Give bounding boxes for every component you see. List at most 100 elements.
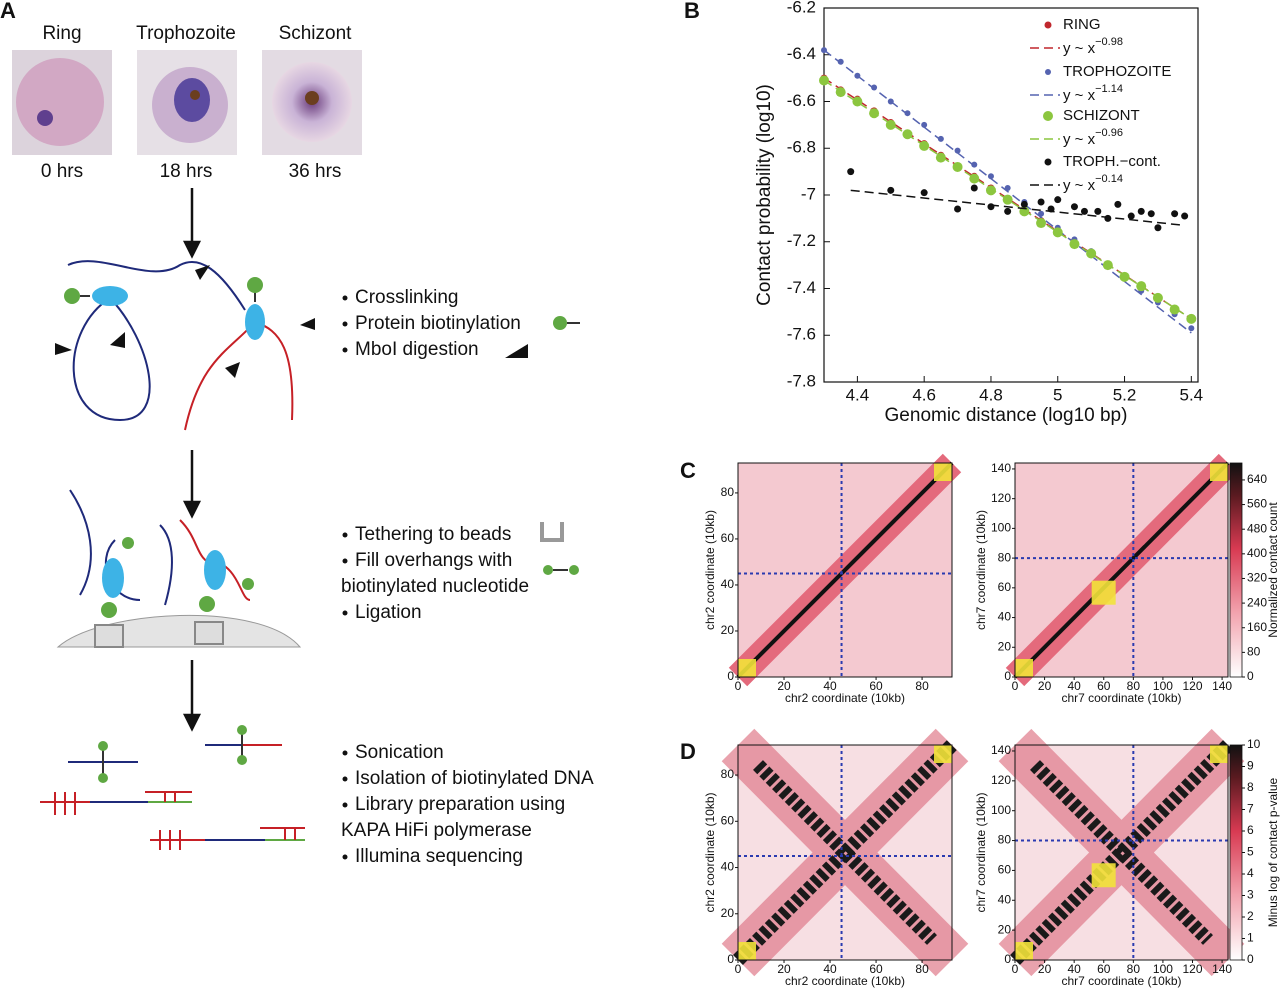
charts: 4.4 4.6 4.8 5 5.2 5.4 -7.8 -7.6 -7.4 -7.2 -7 -6.8 -6… [703, 0, 1280, 988]
colorbar-tick-label: 480 [1247, 521, 1267, 535]
step-text: Sonication [355, 742, 444, 763]
colorbar-tick-label: 7 [1247, 802, 1254, 816]
data-point [920, 189, 928, 197]
x-tick-label: 40 [1067, 679, 1081, 693]
bullet [342, 854, 348, 860]
colorbar-tick-label: 3 [1247, 888, 1254, 902]
data-point [1070, 203, 1078, 211]
x-tick-label: 120 [1182, 679, 1202, 693]
y-tick-label: -7.2 [787, 231, 816, 250]
y-tick-label: 120 [991, 773, 1011, 787]
legend-marker [1045, 69, 1051, 75]
colorbar-tick-label: 2 [1247, 909, 1254, 923]
y-tick-label: 0 [1004, 952, 1011, 966]
step-text: Illumina sequencing [355, 846, 523, 867]
y-tick-label: -6.2 [787, 0, 816, 16]
x-tick-label: 100 [1153, 962, 1173, 976]
data-point [847, 168, 855, 176]
y-tick-label: 60 [721, 531, 735, 545]
y-axis-label: chr2 coordinate (10kb) [703, 792, 717, 912]
bullet [342, 558, 348, 564]
x-tick-label: 40 [823, 962, 837, 976]
data-point [1054, 196, 1062, 204]
bullet [342, 532, 348, 538]
legend-label: TROPH.−cont. [1063, 153, 1161, 170]
x-tick-label: 60 [1097, 679, 1111, 693]
stage-time: 18 hrs [160, 161, 213, 182]
step-text: Library preparation using [355, 794, 565, 815]
x-axis-label: Genomic distance (log10 bp) [885, 405, 1128, 426]
x-tick-label: 80 [1127, 962, 1141, 976]
data-point [921, 121, 928, 128]
legend-fit-label: y ~ x−0.14 [1063, 173, 1123, 194]
plot-frame [737, 744, 953, 961]
legend-marker [1044, 158, 1052, 166]
y-tick-label: 40 [998, 610, 1012, 624]
panel-label: C [680, 458, 696, 483]
colorbar-tick-label: 0 [1247, 669, 1254, 683]
colorbar-label: Minus log of contact p-value [1266, 777, 1280, 927]
x-tick-label: 4.6 [912, 385, 936, 404]
legend-fit-label: y ~ x−0.96 [1063, 127, 1123, 148]
heatmap [998, 728, 1245, 977]
colorbar-tick-label: 240 [1247, 595, 1267, 609]
data-point [887, 186, 895, 194]
colorbar [1229, 462, 1243, 678]
y-tick-label: -7.8 [787, 371, 816, 390]
legend-marker [1043, 111, 1053, 121]
data-point [954, 147, 961, 154]
x-tick-label: 5.4 [1180, 385, 1204, 404]
heatmap [1005, 453, 1238, 687]
y-tick-label: 80 [721, 485, 735, 499]
x-tick-label: 60 [869, 679, 883, 693]
legend-fit-label: y ~ x−1.14 [1063, 83, 1123, 104]
data-point [1037, 198, 1045, 206]
y-tick-label: 60 [998, 863, 1012, 877]
y-tick-label: 20 [721, 906, 735, 920]
heatmap-highlight [1210, 745, 1228, 763]
data-point [1154, 224, 1162, 232]
y-tick-label: 100 [991, 803, 1011, 817]
x-axis-label: chr2 coordinate (10kb) [785, 974, 905, 988]
colorbar-tick-label: 1 [1247, 931, 1254, 945]
fit-line [850, 189, 1185, 227]
data-point [1127, 212, 1135, 220]
y-tick-label: 80 [998, 833, 1012, 847]
y-tick-label: -6.4 [787, 44, 816, 63]
x-tick-label: 0 [735, 679, 742, 693]
colorbar-tick-label: 4 [1247, 866, 1254, 880]
plot-frame [737, 462, 953, 678]
bullet [342, 610, 348, 616]
y-tick-label: 0 [1004, 669, 1011, 683]
x-tick-label: 4.4 [846, 385, 870, 404]
x-tick-label: 140 [1212, 962, 1232, 976]
heatmap-texture [1013, 461, 1230, 679]
y-tick-label: -6.6 [787, 91, 816, 110]
x-tick-label: 80 [915, 679, 929, 693]
y-tick-label: 40 [721, 860, 735, 874]
y-tick-label: 60 [721, 813, 735, 827]
crosslink-diagram [55, 260, 580, 431]
colorbar-tick-label: 80 [1247, 645, 1261, 659]
heatmap [721, 728, 969, 977]
x-tick-label: 20 [1038, 679, 1052, 693]
step-text: Tethering to beads [355, 524, 511, 545]
data-point [1020, 200, 1028, 208]
y-tick-label: 40 [998, 892, 1012, 906]
sequencing-diagram [40, 725, 305, 850]
data-point [987, 203, 995, 211]
plot-frame [1014, 744, 1229, 961]
x-tick-label: 80 [1127, 679, 1141, 693]
bead-diagram [56, 489, 579, 648]
data-point [935, 152, 946, 163]
colorbar-tick-label: 8 [1247, 780, 1254, 794]
x-axis-label: chr7 coordinate (10kb) [1061, 691, 1181, 705]
bullet [342, 347, 348, 353]
heatmap-highlight [1091, 580, 1116, 605]
data-point [971, 161, 978, 168]
legend-label: TROPHOZOITE [1063, 63, 1171, 80]
heatmap-highlight [1015, 659, 1033, 677]
panel-label: A [0, 0, 16, 23]
colorbar-tick-label: 0 [1247, 952, 1254, 966]
step-text: KAPA HiFi polymerase [341, 820, 532, 841]
